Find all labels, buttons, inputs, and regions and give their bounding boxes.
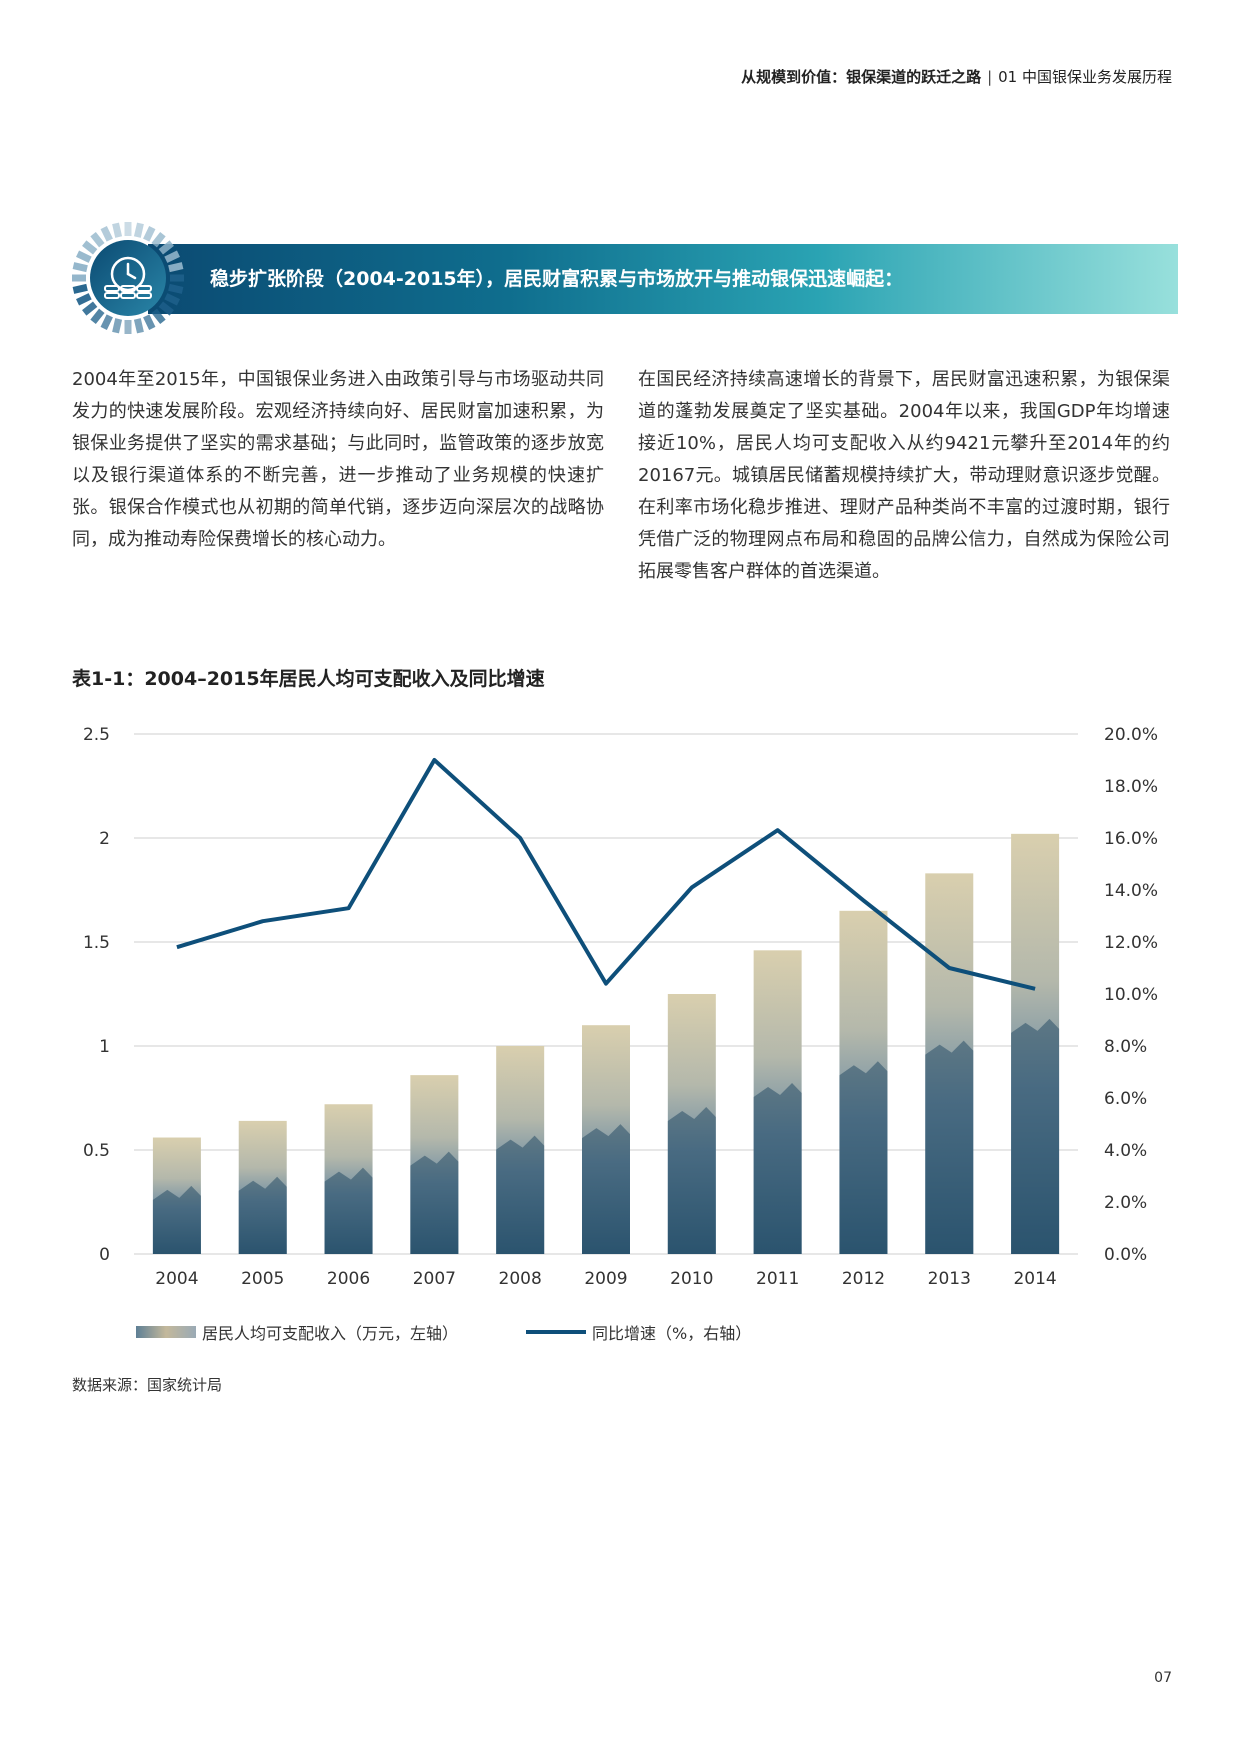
axis-layer: 0 0.5 1 1.5 2 2.5 0.0% 2.0% 4.0% 6.0% 8.0% 10.0% 12.… <box>83 725 1158 1289</box>
bar-shade <box>496 1135 545 1254</box>
x-tick-label: 2006 <box>327 1269 370 1289</box>
y-right-tick-label: 8.0% <box>1104 1037 1147 1057</box>
body-right-paragraph: 在国民经济持续高速增长的背景下，居民财富迅速积累，为银保渠道的蓬勃发展奠定了坚实… <box>638 369 1170 582</box>
grid-layer <box>134 733 1078 1255</box>
header-breadcrumb: 从规模到价值：银保渠道的跃迁之路 | 01 中国银保业务发展历程 <box>741 66 1172 87</box>
y-right-tick-label: 0.0% <box>1104 1245 1147 1265</box>
legend-line-swatch <box>526 1330 586 1334</box>
x-tick-label: 2012 <box>842 1269 885 1289</box>
line-layer <box>176 758 1036 991</box>
header-separator: | <box>987 68 993 86</box>
banner-title: 稳步扩张阶段（2004-2015年），居民财富积累与市场放开与推动银保迅速崛起： <box>210 268 904 290</box>
x-tick-label: 2013 <box>928 1269 971 1289</box>
page-number: 07 <box>1154 1670 1172 1686</box>
x-tick-label: 2005 <box>241 1269 284 1289</box>
y-left-tick-label: 0 <box>99 1245 110 1265</box>
bar-shade <box>152 1185 201 1254</box>
bar-shade <box>753 1082 802 1254</box>
y-right-tick-label: 16.0% <box>1104 829 1158 849</box>
bar-shade <box>839 1061 888 1254</box>
bar-shade <box>238 1176 287 1254</box>
y-right-tick-label: 10.0% <box>1104 985 1158 1005</box>
y-left-tick-label: 1.5 <box>83 933 110 953</box>
data-source: 数据来源：国家统计局 <box>72 1376 223 1394</box>
header-title: 从规模到价值：银保渠道的跃迁之路 <box>741 68 982 86</box>
growth-series-line <box>176 758 1036 991</box>
legend-growth-label: 同比增速（%，右轴） <box>592 1324 752 1343</box>
bar-shade <box>582 1124 630 1254</box>
income-growth-chart: 0 0.5 1 1.5 2 2.5 0.0% 2.0% 4.0% 6.0% 8.0% 10.0% 12.… <box>83 725 1158 1289</box>
x-tick-label: 2009 <box>584 1269 627 1289</box>
y-left-tick-label: 1 <box>99 1037 110 1057</box>
y-left-tick-label: 2 <box>99 829 110 849</box>
y-left-tick-label: 0.5 <box>83 1141 110 1161</box>
bar-layer <box>152 833 1060 1254</box>
y-right-tick-label: 14.0% <box>1104 881 1158 901</box>
x-tick-label: 2007 <box>413 1269 456 1289</box>
header-section: 01 中国银保业务发展历程 <box>998 68 1172 86</box>
bar-shade <box>667 1107 716 1254</box>
y-right-tick-label: 6.0% <box>1104 1089 1147 1109</box>
x-tick-label: 2008 <box>499 1269 542 1289</box>
y-right-tick-label: 12.0% <box>1104 933 1158 953</box>
bar-shade <box>925 1040 974 1254</box>
y-left-tick-label: 2.5 <box>83 725 110 745</box>
bar-shade <box>324 1167 373 1254</box>
section-banner <box>148 244 1178 314</box>
chart-title: 表1-1：2004–2015年居民人均可支配收入及同比增速 <box>72 668 545 690</box>
legend-item-growth: 同比增速（%，右轴） <box>526 1320 751 1344</box>
y-right-tick-label: 2.0% <box>1104 1193 1147 1213</box>
y-right-tick-label: 18.0% <box>1104 777 1158 797</box>
x-tick-label: 2004 <box>155 1269 198 1289</box>
legend-income-label: 居民人均可支配收入（万元，左轴） <box>202 1324 459 1343</box>
x-tick-label: 2014 <box>1013 1269 1056 1289</box>
legend-bar-swatch <box>136 1326 196 1338</box>
x-tick-label: 2011 <box>756 1269 799 1289</box>
bar-shade <box>1011 1018 1060 1254</box>
legend-item-income: 居民人均可支配收入（万元，左轴） <box>136 1320 458 1344</box>
x-tick-label: 2010 <box>670 1269 713 1289</box>
bar-shade <box>410 1151 459 1254</box>
body-left-paragraph: 2004年至2015年，中国银保业务进入由政策引导与市场驱动共同发力的快速发展阶… <box>72 369 604 550</box>
clock-coins-icon <box>72 222 184 334</box>
y-right-tick-label: 4.0% <box>1104 1141 1147 1161</box>
y-right-tick-label: 20.0% <box>1104 725 1158 745</box>
